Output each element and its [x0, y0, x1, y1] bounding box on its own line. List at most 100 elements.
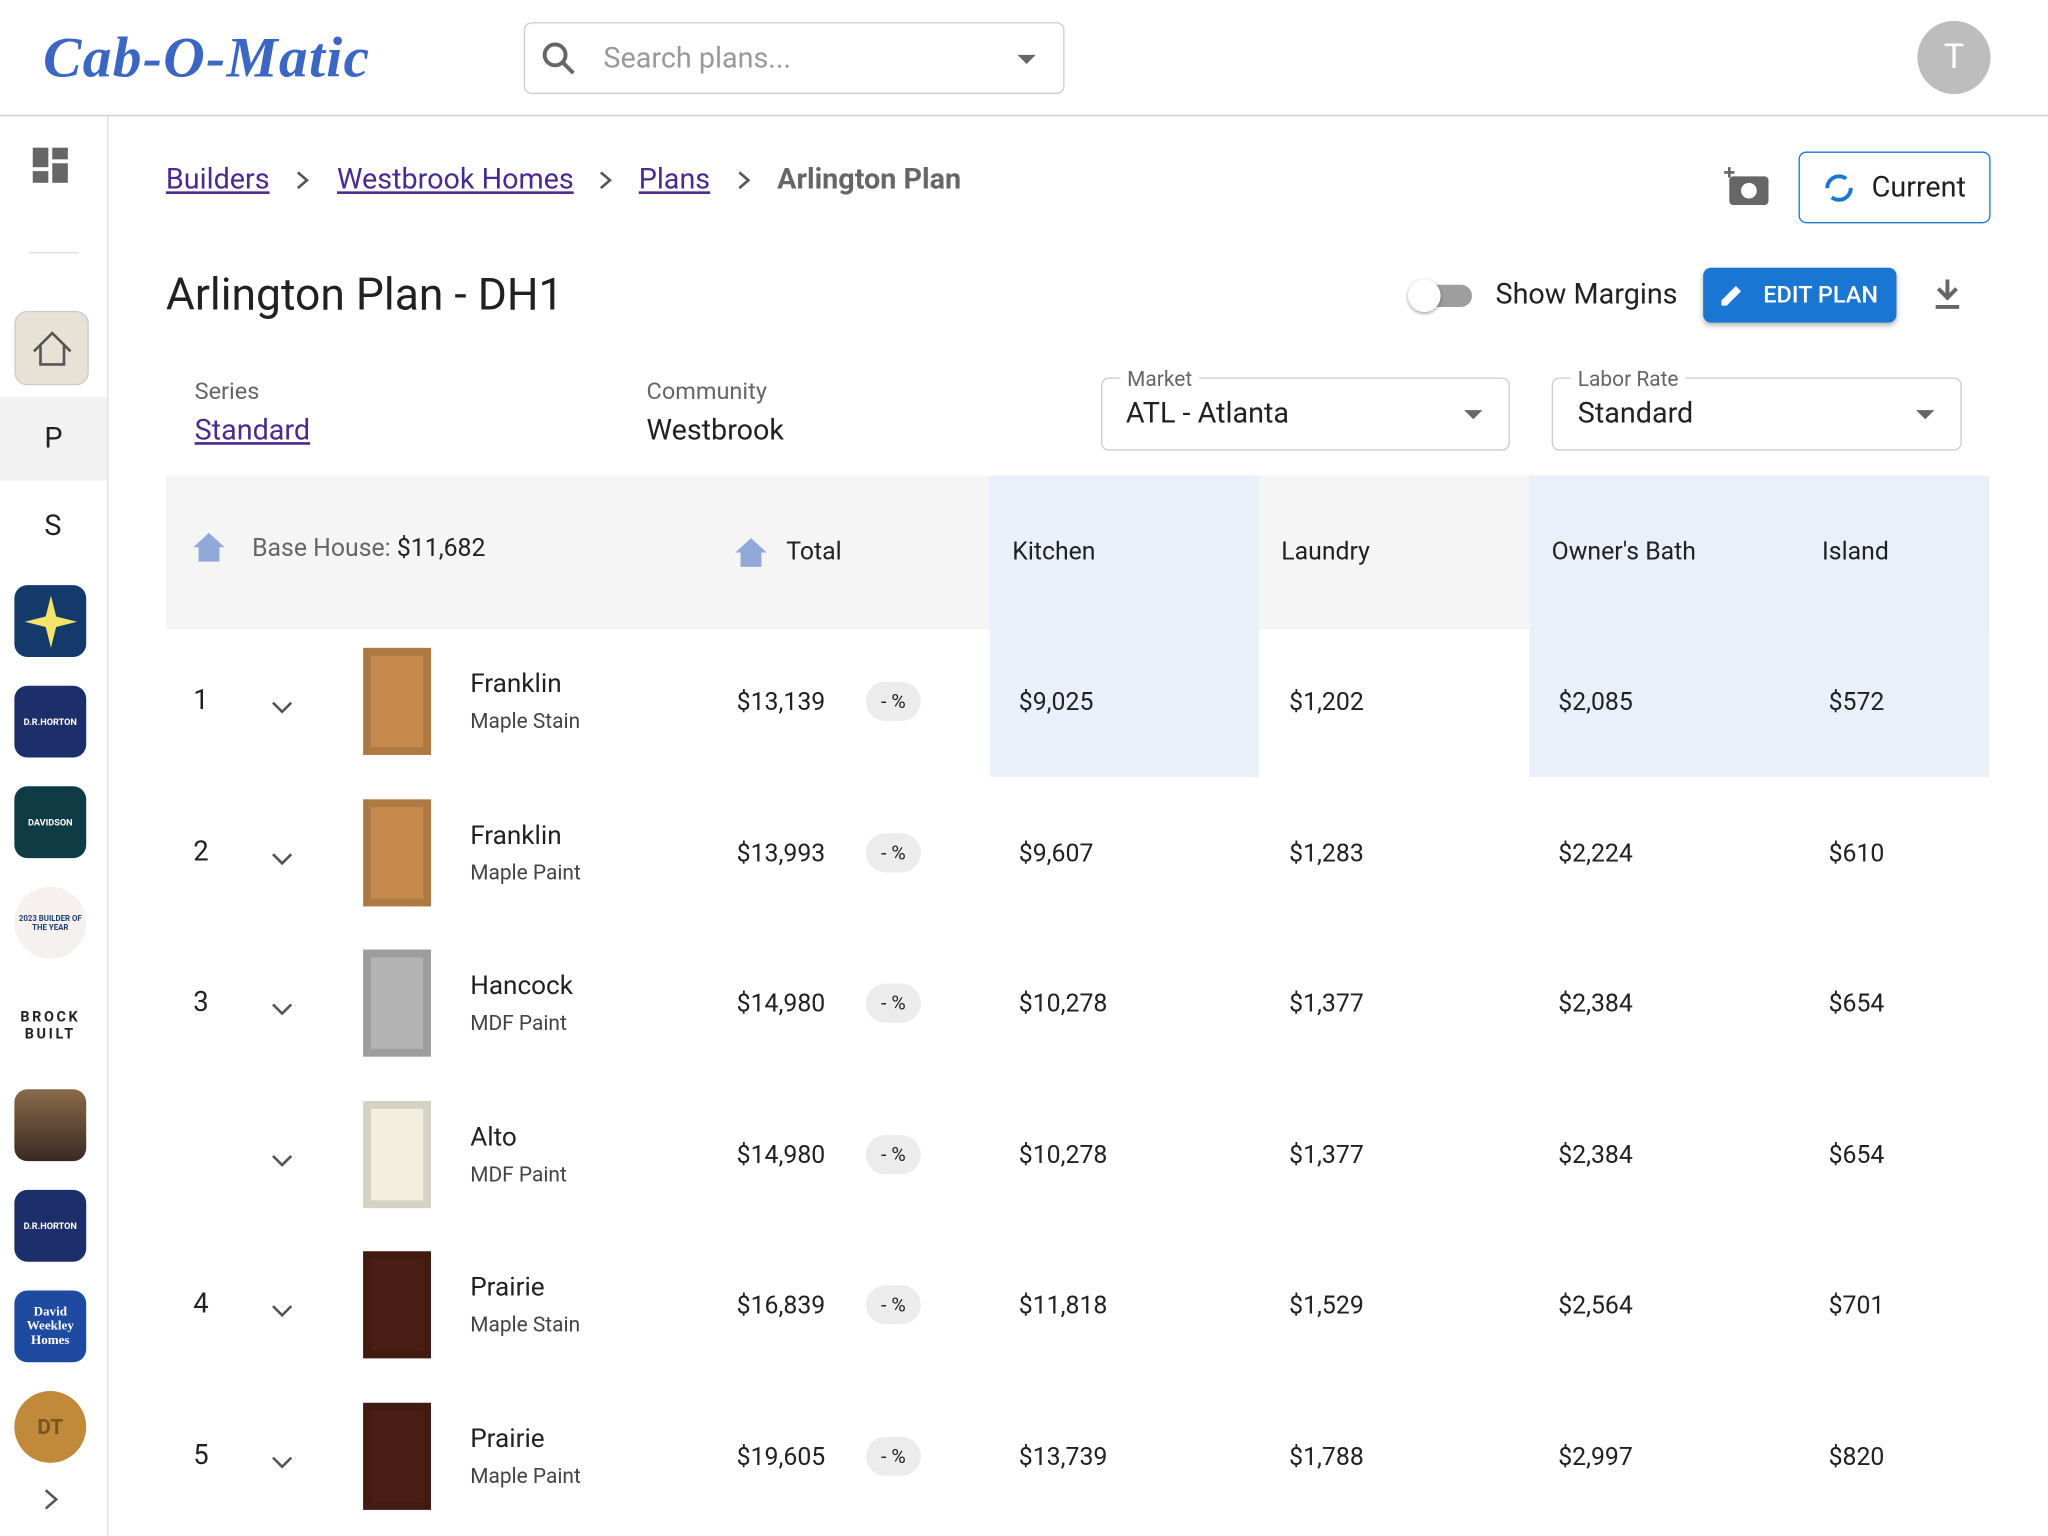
tile-photo[interactable] — [14, 1089, 87, 1162]
row-index: 4 — [193, 1289, 209, 1321]
room-cost: $1,202 — [1289, 686, 1364, 717]
room-cost: $654 — [1828, 988, 1885, 1019]
door-name: Alto — [470, 1120, 517, 1152]
door-name: Prairie — [470, 1271, 545, 1303]
tile-logo[interactable]: DT — [14, 1391, 87, 1463]
dropdown-caret — [1464, 410, 1483, 420]
room-cost: $1,377 — [1289, 988, 1364, 1019]
margin-pill[interactable]: - % — [865, 1134, 921, 1174]
row-total: $19,605 — [736, 1441, 826, 1472]
breadcrumb-link[interactable]: Westbrook Homes — [336, 163, 574, 197]
market-select[interactable]: Market ATL - Atlanta — [1101, 366, 1510, 451]
margin-pill[interactable]: - % — [865, 983, 921, 1023]
search-box[interactable]: Search plans... — [523, 22, 1065, 95]
toggle-thumb[interactable] — [1407, 279, 1441, 313]
sync-icon — [1825, 174, 1853, 202]
sidebar — [0, 116, 109, 1536]
door-finish: Maple Paint — [470, 859, 581, 885]
edit-button[interactable]: EDIT PLAN — [1703, 267, 1897, 323]
door-finish: Maple Stain — [470, 708, 581, 734]
highlight-column — [990, 475, 1260, 778]
expand-chevron[interactable] — [272, 695, 293, 714]
row-index: 2 — [193, 836, 209, 869]
room-cost: $10,278 — [1018, 988, 1108, 1019]
column-header: Owner's Bath — [1551, 536, 1696, 567]
camera-icon[interactable] — [1724, 166, 1771, 208]
room-cost: $2,384 — [1558, 988, 1633, 1019]
dashboard-icon[interactable] — [32, 147, 68, 183]
tile-logo[interactable]: David Weekley Homes — [14, 1290, 87, 1363]
select-value: Standard — [1577, 397, 1694, 431]
door-finish: Maple Stain — [470, 1312, 581, 1338]
expand-chevron[interactable] — [272, 1299, 293, 1318]
door-image — [363, 949, 432, 1057]
search-icon — [542, 42, 575, 75]
margin-pill[interactable]: - % — [865, 1285, 921, 1325]
expand-chevron[interactable] — [272, 846, 293, 865]
door-image — [363, 1251, 432, 1359]
tile-logo[interactable]: D.R.HORTON — [14, 685, 87, 758]
avatar[interactable]: T — [1917, 20, 1991, 95]
field-label: Community — [646, 378, 767, 406]
margin-pill[interactable]: - % — [865, 681, 921, 721]
door-image — [363, 647, 432, 755]
house-icon — [735, 538, 767, 567]
tile-home[interactable] — [14, 310, 89, 386]
field-link[interactable]: Standard — [194, 414, 311, 448]
room-cost: $1,788 — [1289, 1441, 1364, 1472]
dropdown-caret — [1916, 410, 1935, 420]
room-cost: $1,283 — [1289, 837, 1364, 868]
download-icon[interactable] — [1933, 277, 1962, 311]
expand-icon[interactable] — [42, 1488, 60, 1512]
tile-logo[interactable]: D.R.HORTON — [14, 1189, 87, 1262]
field-value: Westbrook — [646, 414, 784, 448]
door-name: Prairie — [470, 1422, 545, 1454]
base-label: Base House: $11,682 — [252, 532, 485, 562]
expand-chevron[interactable] — [272, 1450, 293, 1469]
base-label-text: Base House: — [252, 532, 391, 563]
door-finish: Maple Paint — [470, 1463, 581, 1489]
page-title: Arlington Plan - DH1 — [165, 269, 564, 322]
select-value: ATL - Atlanta — [1125, 397, 1290, 431]
expand-chevron[interactable] — [272, 1148, 293, 1167]
breadcrumb-link[interactable]: Plans — [638, 163, 711, 197]
labor-select[interactable]: Labor Rate Standard — [1551, 366, 1962, 451]
margin-pill[interactable]: - % — [865, 832, 921, 872]
room-cost: $820 — [1828, 1441, 1885, 1472]
column-header: Laundry — [1281, 536, 1370, 567]
door-finish: MDF Paint — [470, 1161, 567, 1187]
room-cost: $13,739 — [1018, 1441, 1108, 1472]
room-cost: $2,564 — [1558, 1290, 1633, 1321]
logo[interactable]: Cab-O-Matic — [43, 25, 371, 90]
room-cost: $572 — [1828, 686, 1885, 717]
tile-logo[interactable]: DAVIDSON — [14, 786, 87, 859]
sidebar-letter[interactable]: S — [44, 510, 62, 543]
tile-logo[interactable]: 2023 BUILDER OF THE YEAR — [14, 886, 87, 959]
tile-logo[interactable]: BROCK BUILT — [14, 988, 87, 1061]
door-image — [363, 1100, 432, 1208]
current-button[interactable]: Current — [1798, 151, 1991, 224]
row-total: $14,980 — [736, 988, 826, 1019]
door-name: Franklin — [470, 818, 562, 850]
room-cost: $2,384 — [1558, 1139, 1633, 1170]
room-cost: $2,997 — [1558, 1441, 1633, 1472]
button-label: EDIT PLAN — [1763, 281, 1879, 309]
room-cost: $9,025 — [1018, 686, 1094, 717]
room-cost: $1,377 — [1289, 1139, 1364, 1170]
room-cost: $654 — [1828, 1139, 1885, 1170]
room-cost: $2,085 — [1558, 686, 1633, 717]
sidebar-letter[interactable]: P — [44, 422, 63, 456]
highlight-column — [1529, 475, 1990, 778]
margin-pill[interactable]: - % — [865, 1436, 921, 1476]
door-image — [363, 1402, 432, 1510]
row-index: 5 — [193, 1440, 209, 1472]
top-bar — [0, 0, 2048, 117]
expand-chevron[interactable] — [272, 997, 293, 1016]
row-index: 3 — [193, 987, 209, 1020]
row-total: $14,980 — [736, 1139, 826, 1170]
tile-star[interactable] — [14, 585, 87, 657]
house-icon — [193, 532, 225, 562]
room-cost: $610 — [1828, 837, 1885, 868]
door-name: Hancock — [470, 969, 573, 1001]
breadcrumb-link[interactable]: Builders — [165, 163, 270, 197]
